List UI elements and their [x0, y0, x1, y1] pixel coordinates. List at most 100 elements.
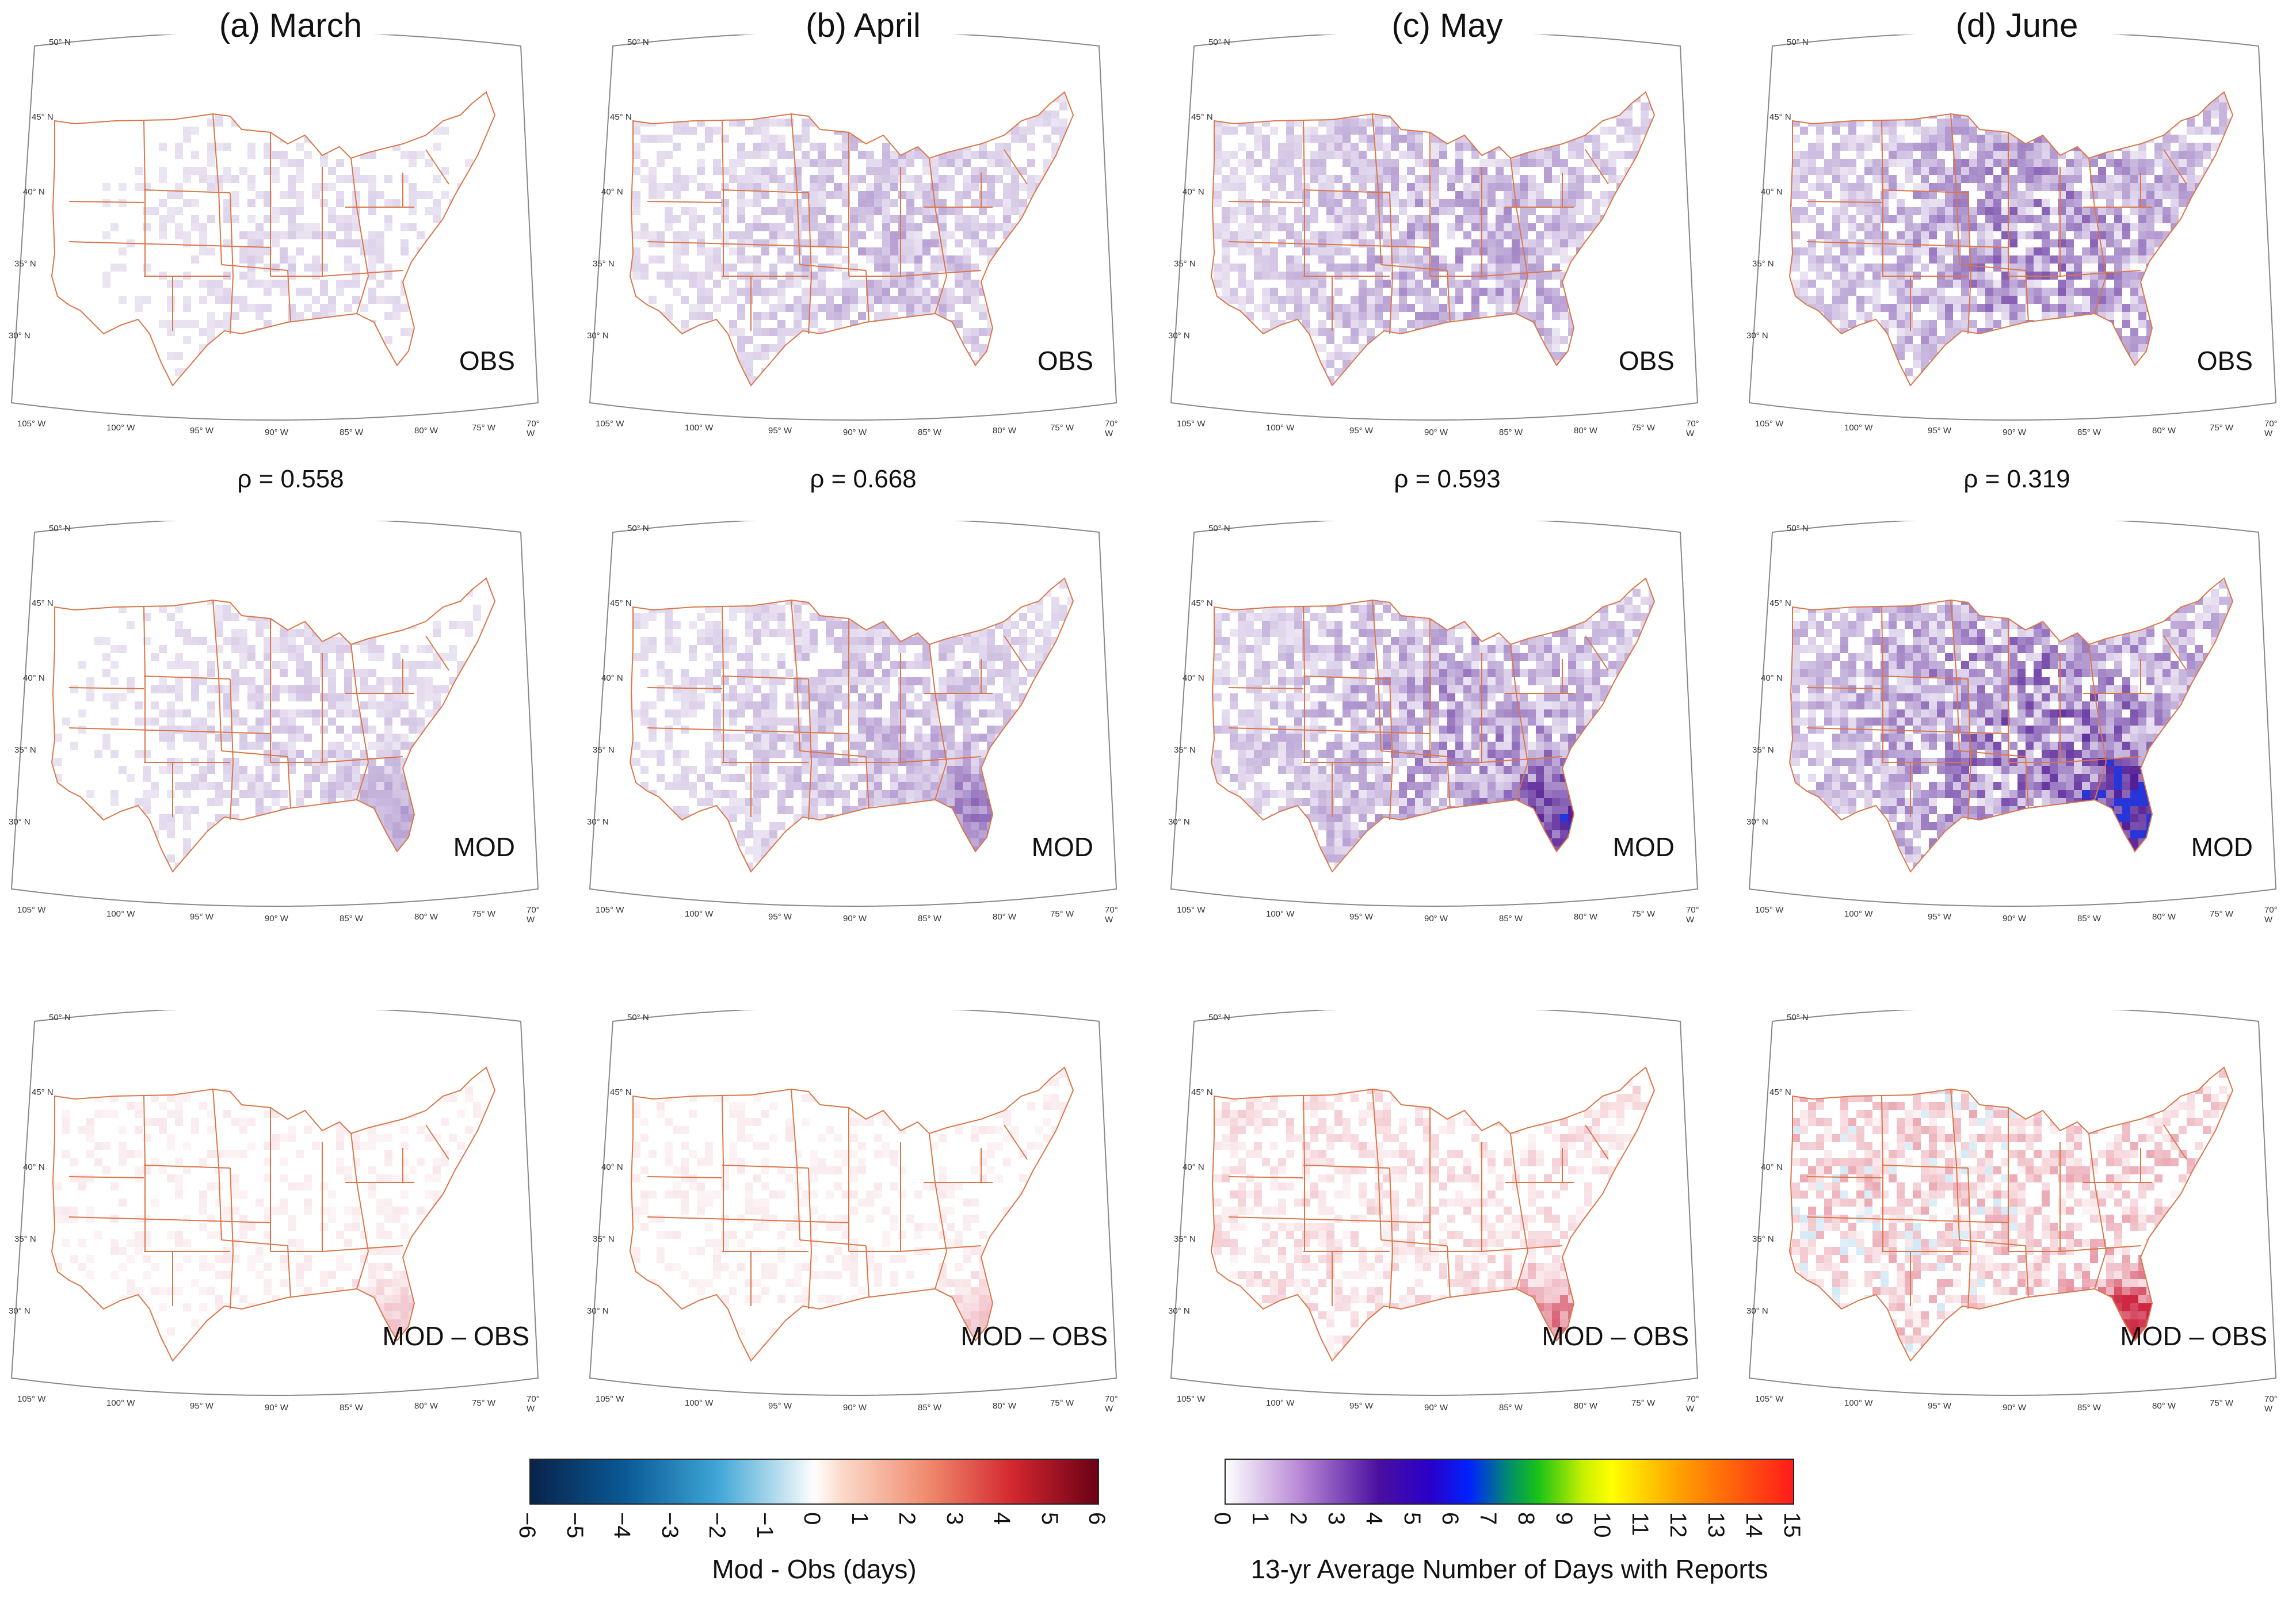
mod-panel-label: MOD — [1612, 832, 1675, 862]
grid-cells — [52, 578, 495, 872]
longitude-label: 95° W — [768, 912, 792, 922]
map-panel-mod: 50° N 45° N 40° N 35° N 30° N 105° W 100° W 95°… — [578, 521, 1125, 925]
latitude-label: 50° N — [1208, 524, 1230, 533]
longitude-label: 70° W — [527, 419, 540, 438]
longitude-label: 95° W — [768, 426, 792, 436]
latitude-label: 35° N — [593, 745, 615, 755]
longitude-label: 70° W — [2264, 419, 2278, 438]
grid-cells — [630, 578, 1073, 872]
colorbar-tick-label: 0 — [1210, 1512, 1235, 1525]
latitude-label: 45° N — [1769, 1087, 1791, 1097]
longitude-label: 95° W — [1349, 426, 1374, 436]
latitude-label: 30° N — [587, 331, 609, 341]
longitude-label: 90° W — [2003, 428, 2027, 437]
latitude-label: 40° N — [1183, 1162, 1204, 1172]
longitude-label: 100° W — [685, 909, 714, 919]
longitude-label: 85° W — [2077, 1403, 2102, 1413]
map-panel-diff: 50° N 45° N 40° N 35° N 30° N 105° W 100° W 95°… — [1160, 1010, 1706, 1414]
latitude-label: 40° N — [1183, 673, 1204, 683]
latitude-label: 30° N — [587, 1306, 609, 1316]
latitude-label: 50° N — [1787, 37, 1809, 47]
latitude-label: 40° N — [1761, 673, 1783, 683]
diff-panel-label: MOD – OBS — [1542, 1321, 1689, 1351]
latitude-label: 35° N — [14, 745, 36, 755]
colorbar-tick-label: 9 — [1551, 1512, 1577, 1525]
diff-colorbar-title: Mod - Obs (days) — [712, 1554, 917, 1584]
colorbar-tick-label: −2 — [704, 1512, 730, 1539]
longitude-label: 100° W — [1844, 423, 1873, 433]
latitude-label: 45° N — [610, 1087, 632, 1097]
latitude-label: 30° N — [9, 331, 30, 341]
colorbar-tick-label: 4 — [1361, 1512, 1387, 1525]
state-borders — [629, 577, 1074, 873]
colorbar-tick-label: 5 — [1036, 1512, 1062, 1525]
map-panel-obs: 50° N 45° N 40° N 35° N 30° N 105° W 100° W 95°… — [0, 35, 547, 438]
longitude-label: 95° W — [190, 912, 214, 922]
longitude-label: 100° W — [106, 909, 135, 919]
latitude-label: 50° N — [1208, 37, 1230, 47]
map-panel-diff: 50° N 45° N 40° N 35° N 30° N 105° W 100° W 95°… — [1738, 1010, 2284, 1414]
latitude-label: 30° N — [1746, 331, 1768, 341]
longitude-label: 105° W — [596, 1394, 624, 1404]
colorbar-tick-label: 3 — [941, 1512, 967, 1525]
column-title: (b) April — [806, 7, 921, 44]
longitude-label: 95° W — [1928, 1401, 1952, 1411]
diff-panel-label: MOD – OBS — [2120, 1321, 2267, 1351]
map-svg — [589, 521, 1118, 907]
obs-panel-label: OBS — [2196, 346, 2253, 376]
grid-cells — [1211, 578, 1654, 872]
map-frame — [589, 35, 1118, 421]
grid-cells — [1790, 92, 2233, 386]
days-colorbar — [1225, 1459, 1794, 1505]
longitude-label: 75° W — [472, 423, 496, 433]
longitude-label: 100° W — [106, 1398, 135, 1408]
latitude-label: 40° N — [1183, 187, 1204, 197]
longitude-label: 70° W — [527, 905, 540, 925]
longitude-label: 80° W — [993, 912, 1017, 922]
map-frame — [589, 521, 1118, 907]
latitude-label: 30° N — [1168, 1306, 1190, 1316]
map-frame — [1170, 35, 1699, 421]
longitude-label: 90° W — [1424, 1403, 1448, 1413]
state-borders — [629, 91, 1074, 387]
latitude-label: 45° N — [610, 598, 632, 608]
map-svg — [10, 1010, 539, 1396]
latitude-label: 50° N — [627, 1013, 649, 1022]
longitude-label: 90° W — [265, 914, 289, 923]
colorbar-tick-label: 0 — [799, 1512, 825, 1525]
latitude-label: 45° N — [32, 598, 54, 608]
colorbar-tick-label: 6 — [1437, 1512, 1463, 1525]
colorbar-tick-label: −6 — [514, 1512, 540, 1539]
longitude-label: 85° W — [340, 428, 364, 437]
longitude-label: 75° W — [1631, 423, 1656, 433]
map-frame — [1170, 1010, 1699, 1396]
latitude-label: 35° N — [1174, 1234, 1196, 1244]
map-panel-obs: 50° N 45° N 40° N 35° N 30° N 105° W 100° W 95°… — [578, 35, 1125, 438]
map-frame — [10, 1010, 539, 1396]
map-panel-mod: 50° N 45° N 40° N 35° N 30° N 105° W 100° W 95°… — [1738, 521, 2284, 925]
longitude-label: 105° W — [17, 1394, 46, 1404]
map-frame — [1748, 35, 2277, 421]
longitude-label: 75° W — [2210, 1398, 2234, 1408]
map-svg — [1748, 521, 2277, 907]
map-frame — [10, 521, 539, 907]
grid-cells — [630, 92, 1073, 386]
state-borders — [1788, 1066, 2234, 1362]
grid-cells — [102, 92, 495, 386]
map-frame — [1170, 521, 1699, 907]
state-borders — [51, 91, 496, 387]
map-panel-mod: 50° N 45° N 40° N 35° N 30° N 105° W 100° W 95°… — [0, 521, 547, 925]
latitude-label: 40° N — [601, 187, 623, 197]
longitude-label: 80° W — [993, 1401, 1017, 1411]
latitude-label: 50° N — [49, 37, 71, 47]
latitude-label: 35° N — [1752, 259, 1774, 269]
colorbar-tick-label: −4 — [609, 1512, 635, 1539]
diff-colorbar-gradient — [529, 1459, 1099, 1505]
longitude-label: 75° W — [1050, 423, 1074, 433]
latitude-label: 45° N — [1191, 598, 1213, 608]
latitude-label: 30° N — [1168, 331, 1190, 341]
correlation-label: ρ = 0.668 — [810, 465, 917, 493]
map-panel-diff: 50° N 45° N 40° N 35° N 30° N 105° W 100° W 95°… — [0, 1010, 547, 1414]
latitude-label: 45° N — [1769, 112, 1791, 122]
map-panel-obs: 50° N 45° N 40° N 35° N 30° N 105° W 100° W 95°… — [1738, 35, 2284, 438]
